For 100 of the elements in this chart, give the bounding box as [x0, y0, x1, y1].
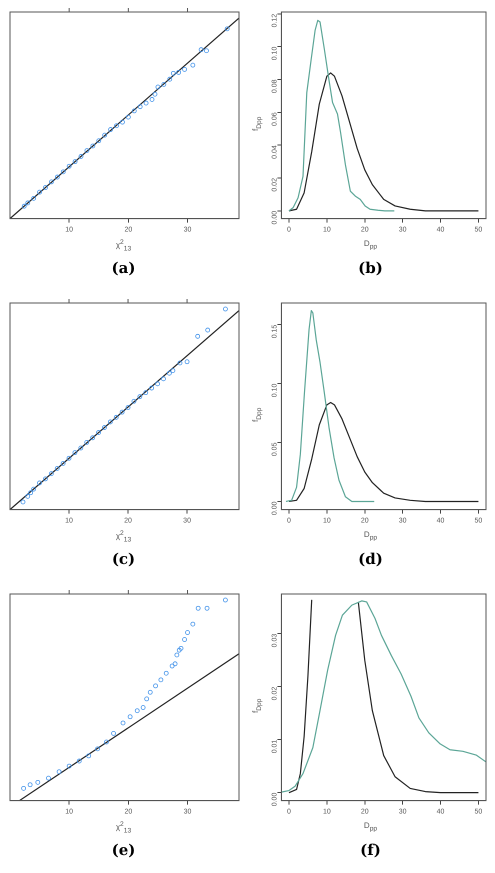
- point: [35, 780, 40, 785]
- point: [153, 683, 158, 688]
- text: (d): [357, 550, 384, 568]
- point: [28, 782, 33, 788]
- point: [60, 461, 66, 466]
- point: [120, 410, 125, 415]
- point: [178, 360, 182, 366]
- text: (c): [110, 550, 136, 568]
- point: [102, 132, 108, 138]
- point: [167, 76, 172, 82]
- point: [137, 394, 142, 400]
- point: [31, 196, 36, 201]
- point: [104, 740, 109, 744]
- point: [134, 708, 140, 714]
- point: [170, 70, 176, 76]
- point: [174, 652, 180, 658]
- text: (a): [110, 259, 136, 277]
- point: [155, 381, 160, 386]
- point: [72, 159, 78, 164]
- point: [96, 138, 102, 144]
- point: [25, 200, 30, 206]
- point: [49, 179, 54, 184]
- point: [205, 328, 210, 332]
- point: [204, 606, 210, 611]
- point: [90, 144, 96, 148]
- point: [60, 169, 66, 174]
- point: [66, 764, 72, 768]
- point: [25, 494, 30, 499]
- point: [190, 62, 196, 68]
- point: [198, 47, 204, 52]
- point: [164, 670, 169, 676]
- point: [114, 414, 119, 420]
- point: [43, 476, 48, 482]
- point: [108, 127, 113, 132]
- point: [21, 786, 26, 791]
- x-axis-title: D$_{pp}$: [362, 239, 378, 251]
- point: [150, 97, 154, 102]
- point: [37, 190, 42, 195]
- point: [90, 435, 96, 440]
- point: [178, 646, 184, 651]
- point: [20, 500, 26, 504]
- point: [126, 114, 131, 120]
- point: [95, 746, 100, 752]
- point: [138, 104, 143, 110]
- point: [31, 486, 36, 492]
- point: [78, 154, 84, 159]
- point: [196, 606, 201, 611]
- point: [158, 677, 164, 682]
- point: [46, 776, 51, 781]
- point: [144, 100, 148, 106]
- x-axis-title: D$_{pp}$: [362, 821, 378, 833]
- point: [126, 405, 130, 410]
- point: [84, 148, 90, 154]
- point: [102, 425, 107, 430]
- point: [222, 598, 228, 602]
- point: [66, 164, 72, 169]
- point: [156, 84, 160, 90]
- point: [111, 731, 116, 736]
- point: [190, 622, 196, 626]
- point: [56, 769, 62, 774]
- point: [96, 430, 101, 435]
- point: [148, 690, 153, 695]
- point: [204, 48, 209, 54]
- point: [114, 123, 119, 128]
- point: [143, 390, 148, 396]
- point: [48, 471, 54, 476]
- point: [149, 386, 154, 390]
- point: [172, 661, 178, 666]
- point: [161, 376, 166, 382]
- point: [170, 368, 176, 373]
- text: (e): [110, 841, 136, 859]
- point: [224, 26, 230, 32]
- point: [195, 334, 200, 339]
- point: [86, 753, 92, 758]
- point: [22, 204, 27, 209]
- point: [182, 66, 187, 72]
- point: [76, 758, 82, 764]
- x-axis-title: D$_{pp}$: [362, 530, 378, 542]
- point: [184, 359, 190, 364]
- point: [166, 370, 172, 376]
- point: [43, 185, 48, 190]
- point: [170, 664, 175, 668]
- point: [185, 630, 190, 635]
- text: (b): [357, 259, 384, 277]
- point: [72, 450, 78, 456]
- point: [120, 720, 126, 726]
- text: (f): [359, 841, 382, 859]
- point: [152, 92, 158, 97]
- point: [28, 490, 34, 496]
- point: [120, 120, 125, 125]
- point: [132, 108, 137, 114]
- point: [176, 70, 182, 75]
- point: [84, 440, 90, 445]
- point: [223, 306, 228, 312]
- point: [182, 637, 187, 642]
- point: [128, 714, 133, 720]
- point: [66, 456, 72, 461]
- point: [37, 480, 42, 486]
- point: [78, 446, 84, 450]
- point: [132, 398, 136, 404]
